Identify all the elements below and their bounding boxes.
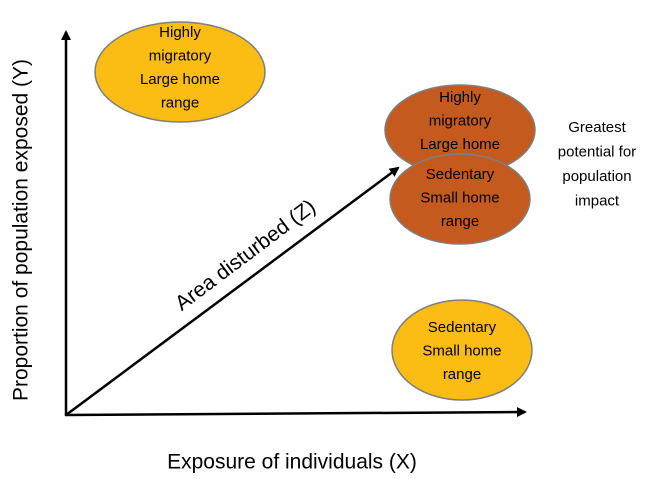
note: Greatest potential for population impact [558, 119, 636, 210]
node-shape [389, 153, 531, 245]
node: Highly migratory Large home range [94, 21, 266, 123]
node-label: migratory [429, 112, 492, 129]
node: Sedentary Small home range [391, 299, 533, 401]
note-text: impact [575, 192, 620, 209]
node-shape [94, 21, 266, 123]
node-label: range [441, 213, 479, 230]
note-text: population [562, 168, 631, 185]
node-shape [391, 299, 533, 401]
x-axis-label: Exposure of individuals (X) [167, 451, 417, 474]
node-label: Highly [159, 24, 201, 41]
node-label: Sedentary [426, 166, 495, 183]
node: Sedentary Small home range [389, 153, 531, 245]
node-label: Sedentary [428, 319, 497, 336]
node-label: Large home [140, 71, 220, 88]
z-axis-label: Area disturbed (Z) [171, 195, 320, 315]
z-axis [65, 166, 400, 417]
y-axis-label: Proportion of population exposed (Y) [10, 59, 33, 401]
note-text: potential for [558, 143, 636, 160]
node-label: Small home [420, 189, 499, 206]
node-label: Small home [422, 342, 501, 359]
node-label: migratory [149, 47, 212, 64]
x-axis [64, 407, 527, 418]
note-text: Greatest [568, 119, 626, 136]
node-label: range [443, 366, 481, 383]
node-label: Large home [420, 136, 500, 153]
node-label: Highly [439, 89, 481, 106]
nodes: Highly migratory Large home range Highly migr… [94, 21, 536, 401]
node-label: range [161, 94, 199, 111]
